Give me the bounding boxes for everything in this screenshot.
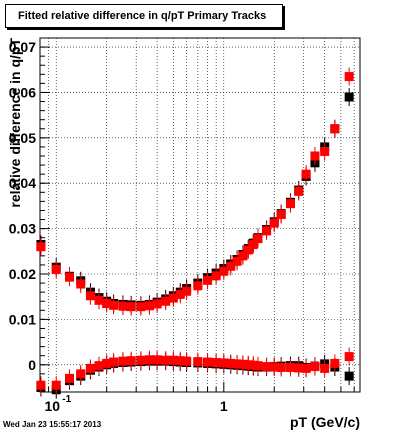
data-point-red bbox=[310, 362, 320, 372]
data-point-red bbox=[301, 363, 311, 373]
data-point-red bbox=[301, 169, 311, 179]
data-point-red bbox=[248, 240, 258, 249]
chart-title-box: Fitted relative difference in q/pT Prima… bbox=[5, 4, 283, 28]
data-point-black bbox=[344, 371, 354, 381]
y-tick-label: 0.05 bbox=[9, 130, 36, 146]
data-point-red bbox=[76, 369, 86, 379]
data-point-red bbox=[203, 275, 213, 285]
data-point-red bbox=[232, 256, 242, 266]
data-point-red bbox=[76, 279, 86, 289]
data-point-red bbox=[226, 358, 236, 368]
data-point-red bbox=[36, 242, 46, 252]
data-point-red bbox=[102, 299, 112, 308]
data-point-red bbox=[219, 358, 229, 368]
data-point-red bbox=[144, 355, 154, 365]
data-point-red bbox=[109, 357, 119, 367]
data-point-red bbox=[219, 266, 229, 276]
data-point-red bbox=[276, 362, 286, 372]
x-tick-label-exponent: -1 bbox=[62, 394, 71, 405]
y-tick-label: 0.02 bbox=[9, 266, 36, 282]
data-point-red bbox=[126, 302, 136, 312]
data-point-red bbox=[253, 361, 263, 371]
data-point-red bbox=[85, 363, 95, 373]
data-point-red bbox=[203, 357, 213, 367]
data-point-red bbox=[126, 356, 136, 366]
data-point-red bbox=[51, 380, 61, 390]
data-point-red bbox=[168, 293, 178, 303]
data-point-red bbox=[193, 281, 203, 291]
y-tick-label: 0.04 bbox=[9, 175, 36, 191]
data-point-red bbox=[262, 226, 272, 236]
x-tick-label-base: 10 bbox=[44, 398, 60, 414]
data-point-red bbox=[168, 355, 178, 365]
data-point-red bbox=[320, 146, 330, 156]
data-point-red bbox=[144, 301, 154, 311]
data-point-red bbox=[294, 363, 304, 373]
y-tick-label: 0.01 bbox=[9, 311, 36, 327]
data-point-black bbox=[344, 92, 354, 102]
data-point-red bbox=[330, 358, 340, 368]
y-axis-title: relative difference in q/pT bbox=[7, 38, 23, 208]
data-point-red bbox=[85, 291, 95, 301]
x-axis-title: pT (GeV/c) bbox=[290, 414, 360, 430]
data-point-red bbox=[232, 359, 242, 369]
y-tick-label: 0.07 bbox=[9, 39, 36, 55]
data-point-red bbox=[243, 360, 253, 370]
data-point-red bbox=[109, 300, 119, 310]
data-point-red bbox=[182, 356, 192, 366]
data-point-red bbox=[51, 264, 61, 274]
data-point-red bbox=[320, 363, 330, 373]
data-point-red bbox=[175, 356, 185, 366]
data-point-red bbox=[175, 289, 185, 299]
data-point-red bbox=[294, 186, 304, 196]
data-point-red bbox=[65, 272, 75, 282]
timestamp: Wed Jan 23 15:55:17 2013 bbox=[3, 420, 102, 429]
data-point-red bbox=[238, 251, 248, 261]
data-point-red bbox=[193, 357, 203, 367]
data-point-red bbox=[36, 380, 46, 390]
data-point-red bbox=[94, 361, 104, 371]
data-point-red bbox=[262, 362, 272, 372]
data-point-red bbox=[136, 355, 146, 365]
data-point-red bbox=[243, 245, 253, 255]
data-point-red bbox=[211, 271, 221, 281]
data-point-red bbox=[118, 356, 128, 366]
data-point-red bbox=[344, 352, 354, 362]
y-tick-label: 0.06 bbox=[9, 84, 36, 100]
data-point-red bbox=[269, 218, 279, 228]
data-point-red bbox=[152, 299, 162, 309]
data-point-red bbox=[226, 261, 236, 271]
data-point-red bbox=[94, 295, 104, 305]
data-point-red bbox=[330, 124, 340, 134]
data-point-red bbox=[285, 199, 295, 209]
chart-title: Fitted relative difference in q/pT Prima… bbox=[18, 10, 267, 22]
data-point-red bbox=[65, 373, 75, 383]
data-point-red bbox=[161, 355, 171, 365]
data-point-red bbox=[211, 358, 221, 367]
y-tick-label: 0 bbox=[28, 357, 36, 373]
data-point-red bbox=[310, 151, 320, 161]
x-tick-label: 1 bbox=[220, 398, 228, 414]
data-point-red bbox=[269, 362, 279, 372]
data-point-red bbox=[102, 358, 112, 368]
data-point-red bbox=[238, 359, 248, 369]
data-point-red bbox=[182, 286, 192, 296]
y-tick-label: 0.03 bbox=[9, 221, 36, 237]
data-point-red bbox=[152, 355, 162, 365]
plot-frame bbox=[39, 37, 361, 393]
data-point-red bbox=[285, 362, 295, 372]
data-point-red bbox=[253, 234, 263, 244]
data-point-red bbox=[344, 72, 354, 82]
data-point-red bbox=[276, 210, 286, 220]
data-point-red bbox=[118, 301, 128, 311]
data-point-red bbox=[161, 296, 171, 306]
data-point-red bbox=[136, 302, 146, 312]
data-point-red bbox=[248, 360, 258, 370]
